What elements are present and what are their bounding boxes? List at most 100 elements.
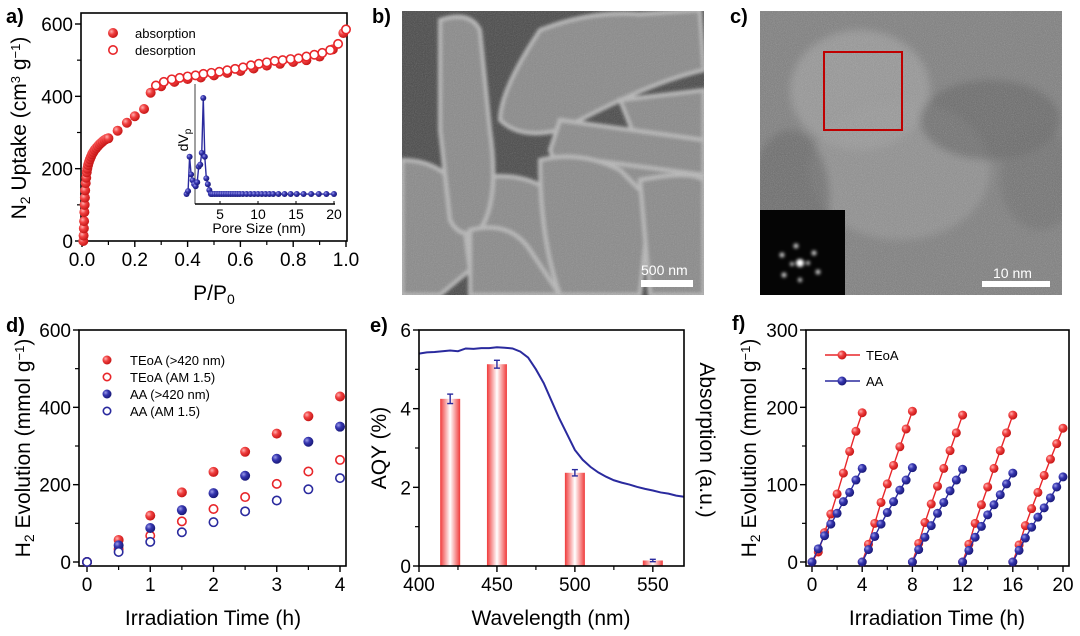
axis-label-part: P/P: [193, 282, 227, 305]
data-point: [1014, 545, 1024, 555]
y-axis-label: N2 Uptake (cm3 g−1): [8, 37, 34, 220]
axis-label-part: −1: [12, 346, 27, 361]
inset-point: [188, 171, 195, 178]
legend-label: AA (AM 1.5): [130, 404, 200, 419]
data-point: [271, 478, 282, 489]
inset-point: [287, 191, 294, 198]
axis-label-part: 3: [8, 76, 23, 83]
axis-label-part: p: [183, 128, 194, 134]
axis-label-part: H: [738, 542, 761, 557]
data-point: [838, 497, 848, 507]
data-point: [895, 485, 905, 495]
highlight-box: [823, 51, 903, 131]
inset-x-tick-label: 20: [326, 206, 342, 222]
panel-b-sem-image: 500 nm: [402, 11, 704, 295]
data-point: [1033, 487, 1043, 497]
data-point: [813, 544, 823, 554]
x-tick-label: 3: [271, 575, 282, 596]
y-tick-label: 0: [400, 557, 411, 578]
y-tick-label: 0: [62, 232, 73, 253]
data-point: [976, 500, 986, 510]
data-point: [907, 557, 917, 567]
desorption-point: [269, 55, 280, 66]
x-axis-label: Irradiation Time (h): [849, 607, 1025, 630]
data-point: [976, 521, 986, 531]
aqy-bar: [564, 472, 585, 566]
y-axis-label: AQY (%): [368, 407, 391, 489]
y-tick-label: 4: [400, 400, 411, 421]
data-point: [145, 522, 156, 533]
x-tick-label: 550: [637, 575, 669, 596]
axis-label-part: 2: [21, 534, 37, 542]
data-point: [303, 436, 314, 447]
data-point: [989, 463, 999, 473]
panel-c-tem-image: 10 nm: [760, 11, 1062, 295]
inset-point: [331, 191, 337, 198]
data-point: [303, 411, 314, 422]
legend-marker-absorption: [108, 28, 118, 38]
y-tick-label: 200: [39, 476, 71, 497]
desorption-point: [166, 74, 177, 85]
inset-x-tick-label: 5: [216, 206, 224, 222]
inset-x-tick-label: 15: [288, 206, 304, 222]
y-axis-label-right: Absorption (a.u.): [695, 362, 718, 517]
desorption-point: [222, 65, 233, 76]
inset-point: [185, 188, 192, 195]
axis-label-part: −1: [8, 44, 23, 59]
data-point: [240, 506, 251, 517]
y-tick-label: 200: [41, 160, 73, 181]
y-tick-label: 600: [41, 15, 73, 36]
data-point: [1027, 504, 1037, 514]
desorption-point: [277, 55, 288, 66]
panel-label-f: f): [732, 313, 745, 335]
inset-point: [194, 179, 201, 186]
panel-f-cycling-chart: 0 100 200 300 0 4 8 12 16 20 Irradiation Time (h) H…: [738, 321, 1074, 630]
data-point: [895, 442, 905, 452]
data-point: [82, 556, 93, 567]
data-point: [240, 492, 251, 503]
panel-label-d: d): [6, 315, 25, 337]
data-point: [926, 521, 936, 531]
data-point: [1052, 439, 1062, 449]
data-point: [863, 545, 873, 555]
data-point: [933, 481, 942, 491]
desorption-point: [333, 38, 344, 49]
data-point: [1039, 470, 1049, 480]
x-tick-label: 2: [208, 575, 219, 596]
absorption-point: [139, 103, 150, 114]
data-point: [1027, 522, 1037, 532]
data-point: [113, 546, 124, 557]
legend-label: AA: [866, 374, 884, 389]
data-point: [1058, 423, 1068, 433]
aqy-bar: [642, 560, 663, 566]
data-point: [920, 532, 930, 542]
data-point: [983, 482, 993, 492]
x-tick-label: 0: [807, 575, 818, 596]
x-tick-label: 4: [857, 575, 868, 596]
data-point: [951, 475, 961, 485]
x-tick-label: 0.6: [227, 250, 253, 271]
absorption-point: [79, 207, 90, 218]
data-point: [945, 446, 955, 456]
data-point: [176, 527, 187, 538]
desorption-point: [182, 71, 193, 82]
legend-marker: [837, 376, 847, 386]
axis-label-part: Uptake (cm: [8, 83, 31, 196]
data-point: [870, 531, 880, 541]
y-tick-label: 100: [766, 476, 798, 497]
data-point: [889, 460, 899, 470]
data-point: [983, 510, 993, 520]
x-tick-label: 400: [403, 575, 435, 596]
absorption-point: [145, 87, 156, 98]
x-tick-label: 8: [907, 575, 918, 596]
data-point: [208, 504, 219, 515]
aqy-bar: [440, 398, 461, 566]
panel-label-c: c): [730, 6, 748, 28]
data-point: [838, 468, 848, 478]
data-point: [145, 536, 156, 547]
desorption-point: [340, 24, 351, 35]
desorption-point: [238, 62, 249, 73]
legend-marker-desorption: [108, 44, 119, 55]
x-tick-label: 0.8: [280, 250, 306, 271]
